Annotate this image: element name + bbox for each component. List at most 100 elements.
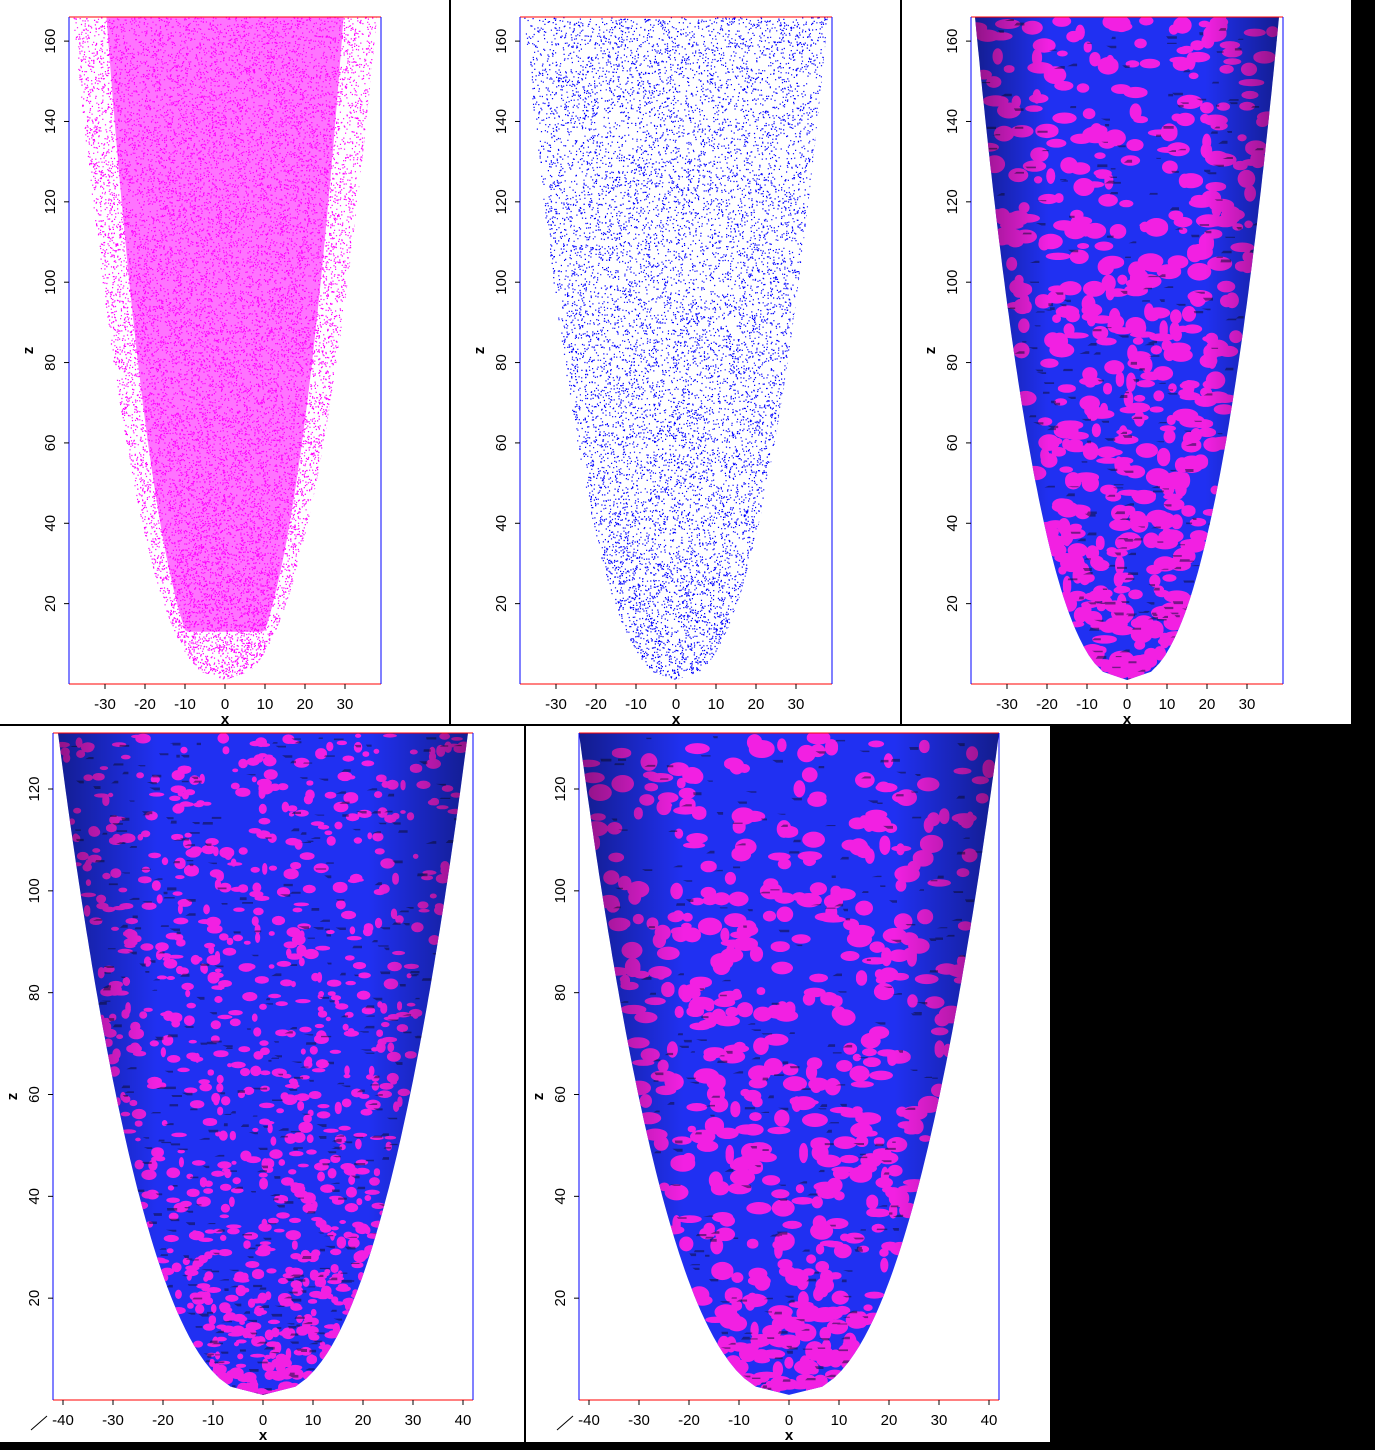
y-tick-label: 100 <box>26 878 43 903</box>
y-tick-label: 40 <box>552 1188 569 1205</box>
x-tick-label: -20 <box>1036 696 1058 713</box>
x-tick-label: -40 <box>52 1412 74 1429</box>
x-tick-label: 30 <box>788 696 805 713</box>
x-tick-label: -20 <box>678 1412 700 1429</box>
data-body <box>73 17 377 680</box>
y-tick-label: 160 <box>42 29 59 54</box>
x-tick-label: 30 <box>1239 696 1256 713</box>
x-tick-label: -10 <box>1076 696 1098 713</box>
y-tick-label: 80 <box>493 354 510 371</box>
y-tick-label: 20 <box>944 595 961 612</box>
x-tick-label: -10 <box>202 1412 224 1429</box>
x-tick-label: 30 <box>405 1412 422 1429</box>
x-tick-label: 30 <box>931 1412 948 1429</box>
y-tick-label: 120 <box>42 189 59 214</box>
point-cloud <box>524 17 828 680</box>
y-tick-label: 160 <box>493 29 510 54</box>
panel-magenta-points: -30 -20 -10 0 10 20 30 20 40 60 80 100 120 140 160 x z <box>0 0 449 724</box>
x-tick-label: 20 <box>297 696 314 713</box>
chart-magenta-points: -30 -20 -10 0 10 20 30 20 40 60 80 100 120 140 160 x z <box>20 16 382 724</box>
y-tick-label: 20 <box>493 595 510 612</box>
y-axis-label: z <box>471 347 488 355</box>
y-tick-label: 80 <box>42 354 59 371</box>
x-tick-label: 20 <box>355 1412 372 1429</box>
y-tick-label: 100 <box>944 270 961 295</box>
y-tick-label: 20 <box>552 1290 569 1307</box>
y-tick-label: 40 <box>944 515 961 532</box>
data-body <box>58 733 468 1395</box>
surface-shading <box>58 733 468 1395</box>
y-tick-label: 40 <box>493 515 510 532</box>
chart-surface-1: -30 -20 -10 0 10 20 30 20 40 60 80 100 120 140 160 x z <box>922 16 1284 724</box>
y-tick-label: 60 <box>552 1086 569 1103</box>
x-tick-label: 10 <box>831 1412 848 1429</box>
panel-blue-points: -30 -20 -10 0 10 20 30 20 40 60 80 100 120 140 160 x z <box>451 0 900 724</box>
x-tick-label: 10 <box>1159 696 1176 713</box>
x-tick-label: 0 <box>672 696 680 713</box>
y-axis-label: z <box>4 1093 21 1101</box>
y-axis-label: z <box>530 1093 547 1101</box>
y-tick-label: 60 <box>493 435 510 452</box>
x-tick-label: -30 <box>628 1412 650 1429</box>
y-tick-label: 100 <box>493 270 510 295</box>
y-tick-label: 60 <box>26 1086 43 1103</box>
y-axis-label: z <box>922 347 939 355</box>
data-body <box>524 17 828 680</box>
x-tick-label: -20 <box>134 696 156 713</box>
x-tick-label: 0 <box>221 696 229 713</box>
panel-surface-bottom-left: -40 -30 -20 -10 0 10 20 30 40 20 40 60 80 100 120 x z <box>0 726 524 1442</box>
x-tick-label: 10 <box>305 1412 322 1429</box>
chart-blue-points: -30 -20 -10 0 10 20 30 20 40 60 80 100 120 140 160 x z <box>471 16 833 724</box>
y-tick-label: 140 <box>493 109 510 134</box>
y-tick-label: 40 <box>42 515 59 532</box>
x-tick-label: 40 <box>455 1412 472 1429</box>
axis-perspective-mark <box>30 1415 48 1431</box>
x-tick-label: -30 <box>102 1412 124 1429</box>
y-tick-label: 100 <box>552 878 569 903</box>
x-tick-label: -30 <box>545 696 567 713</box>
surface-shading <box>579 733 999 1395</box>
y-tick-label: 80 <box>944 354 961 371</box>
x-tick-label: 40 <box>981 1412 998 1429</box>
x-tick-label: -30 <box>94 696 116 713</box>
x-tick-label: 0 <box>1123 696 1131 713</box>
y-tick-label: 20 <box>26 1290 43 1307</box>
chart-surface-2: -40 -30 -20 -10 0 10 20 30 40 20 40 60 80 100 120 x z <box>4 732 474 1442</box>
y-tick-label: 80 <box>26 984 43 1001</box>
y-tick-label: 60 <box>42 435 59 452</box>
x-tick-label: 10 <box>257 696 274 713</box>
x-axis-label: x <box>785 1427 794 1442</box>
x-tick-label: -10 <box>728 1412 750 1429</box>
y-tick-label: 120 <box>552 776 569 801</box>
panel-surface-bottom-middle: -40 -30 -20 -10 0 10 20 30 40 20 40 60 80 100 120 x z <box>526 726 1050 1442</box>
x-tick-label: -40 <box>578 1412 600 1429</box>
x-tick-label: 20 <box>748 696 765 713</box>
y-axis-label: z <box>20 347 37 355</box>
y-tick-label: 120 <box>26 776 43 801</box>
point-cloud-core <box>106 17 344 632</box>
x-tick-label: 20 <box>881 1412 898 1429</box>
x-tick-label: -30 <box>996 696 1018 713</box>
x-axis-label: x <box>221 711 230 724</box>
data-body <box>975 17 1279 680</box>
x-axis-label: x <box>259 1427 268 1442</box>
axis-perspective-mark <box>556 1415 574 1431</box>
x-tick-label: 30 <box>337 696 354 713</box>
chart-surface-3: -40 -30 -20 -10 0 10 20 30 40 20 40 60 80 100 120 x z <box>530 732 1000 1442</box>
y-tick-label: 60 <box>944 435 961 452</box>
y-tick-label: 140 <box>944 109 961 134</box>
y-tick-label: 20 <box>42 595 59 612</box>
x-tick-label: 0 <box>785 1412 793 1429</box>
x-tick-label: 20 <box>1199 696 1216 713</box>
y-tick-label: 40 <box>26 1188 43 1205</box>
x-tick-label: -10 <box>174 696 196 713</box>
y-tick-label: 120 <box>944 189 961 214</box>
x-tick-label: -20 <box>585 696 607 713</box>
y-tick-label: 160 <box>944 29 961 54</box>
panel-surface-top-right: -30 -20 -10 0 10 20 30 20 40 60 80 100 120 140 160 x z <box>902 0 1351 724</box>
x-axis-label: x <box>672 711 681 724</box>
y-tick-label: 140 <box>42 109 59 134</box>
y-tick-label: 100 <box>42 270 59 295</box>
data-body <box>579 733 999 1395</box>
x-tick-label: 0 <box>259 1412 267 1429</box>
